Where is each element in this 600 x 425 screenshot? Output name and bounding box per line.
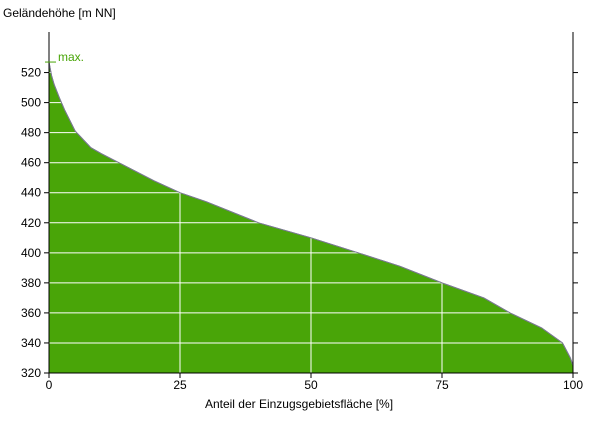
y-tick-label: 340 [21, 336, 41, 350]
y-tick-label: 360 [21, 306, 41, 320]
y-tick-label: 480 [21, 126, 41, 140]
x-tick-label: 0 [46, 378, 53, 392]
curve-outline [48, 61, 574, 366]
y-tick-label: 320 [21, 366, 41, 380]
y-tick-label: 400 [21, 246, 41, 260]
x-tick-label: 75 [435, 378, 449, 392]
x-tick-label: 25 [173, 378, 187, 392]
max-label: max. [58, 50, 84, 64]
y-tick-label: 520 [21, 66, 41, 80]
x-tick-label: 50 [304, 378, 318, 392]
y-tick-label: 460 [21, 156, 41, 170]
y-tick-label: 440 [21, 186, 41, 200]
y-axis-label: Geländehöhe [m NN] [3, 6, 116, 20]
y-tick-label: 380 [21, 276, 41, 290]
plot-background-mask [49, 32, 574, 365]
x-tick-label: 100 [563, 378, 583, 392]
x-axis-label: Anteil der Einzugsgebietsfläche [%] [205, 397, 393, 411]
y-tick-label: 420 [21, 216, 41, 230]
y-tick-label: 500 [21, 96, 41, 110]
